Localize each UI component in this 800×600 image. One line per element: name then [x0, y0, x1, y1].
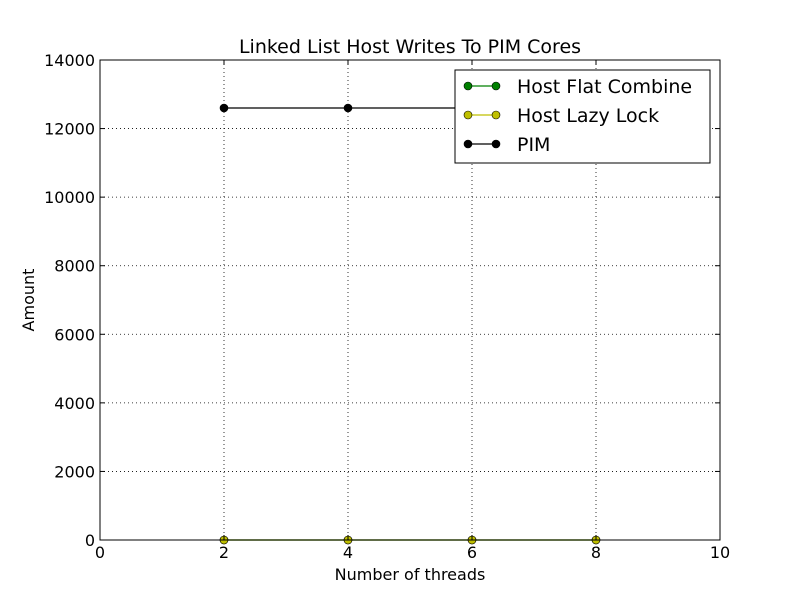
legend-marker	[463, 110, 473, 120]
legend-marker	[491, 81, 501, 91]
data-point	[219, 103, 229, 113]
legend-label: PIM	[517, 134, 550, 156]
chart-title: Linked List Host Writes To PIM Cores	[239, 36, 581, 58]
legend-marker	[463, 139, 473, 149]
legend-label: Host Lazy Lock	[517, 105, 659, 127]
y-tick-label: 4000	[54, 394, 95, 413]
y-tick-label: 2000	[54, 462, 95, 481]
x-tick-label: 8	[591, 543, 601, 562]
legend-marker	[491, 139, 501, 149]
legend-marker	[463, 81, 473, 91]
y-tick-label: 10000	[44, 188, 95, 207]
y-tick-label: 8000	[54, 257, 95, 276]
x-tick-label: 2	[219, 543, 229, 562]
legend-marker	[491, 110, 501, 120]
x-tick-label: 4	[343, 543, 353, 562]
x-tick-label: 10	[710, 543, 730, 562]
plot-frame	[99, 59, 721, 541]
y-axis-label: Amount	[19, 269, 38, 332]
x-axis-label: Number of threads	[335, 565, 486, 584]
y-tick-label: 14000	[44, 51, 95, 70]
axis-ticks: 0 2 4 6 8 10 0 2000 4000 6000 8000 10000 12000 14000	[44, 51, 730, 562]
legend: Host Flat Combine Host Lazy Lock PIM	[454, 69, 711, 164]
y-tick-label: 12000	[44, 120, 95, 139]
legend-label: Host Flat Combine	[517, 76, 692, 98]
data-point	[343, 103, 353, 113]
x-tick-label: 0	[95, 543, 105, 562]
y-tick-label: 0	[85, 531, 95, 550]
y-tick-label: 6000	[54, 325, 95, 344]
x-tick-label: 6	[467, 543, 477, 562]
